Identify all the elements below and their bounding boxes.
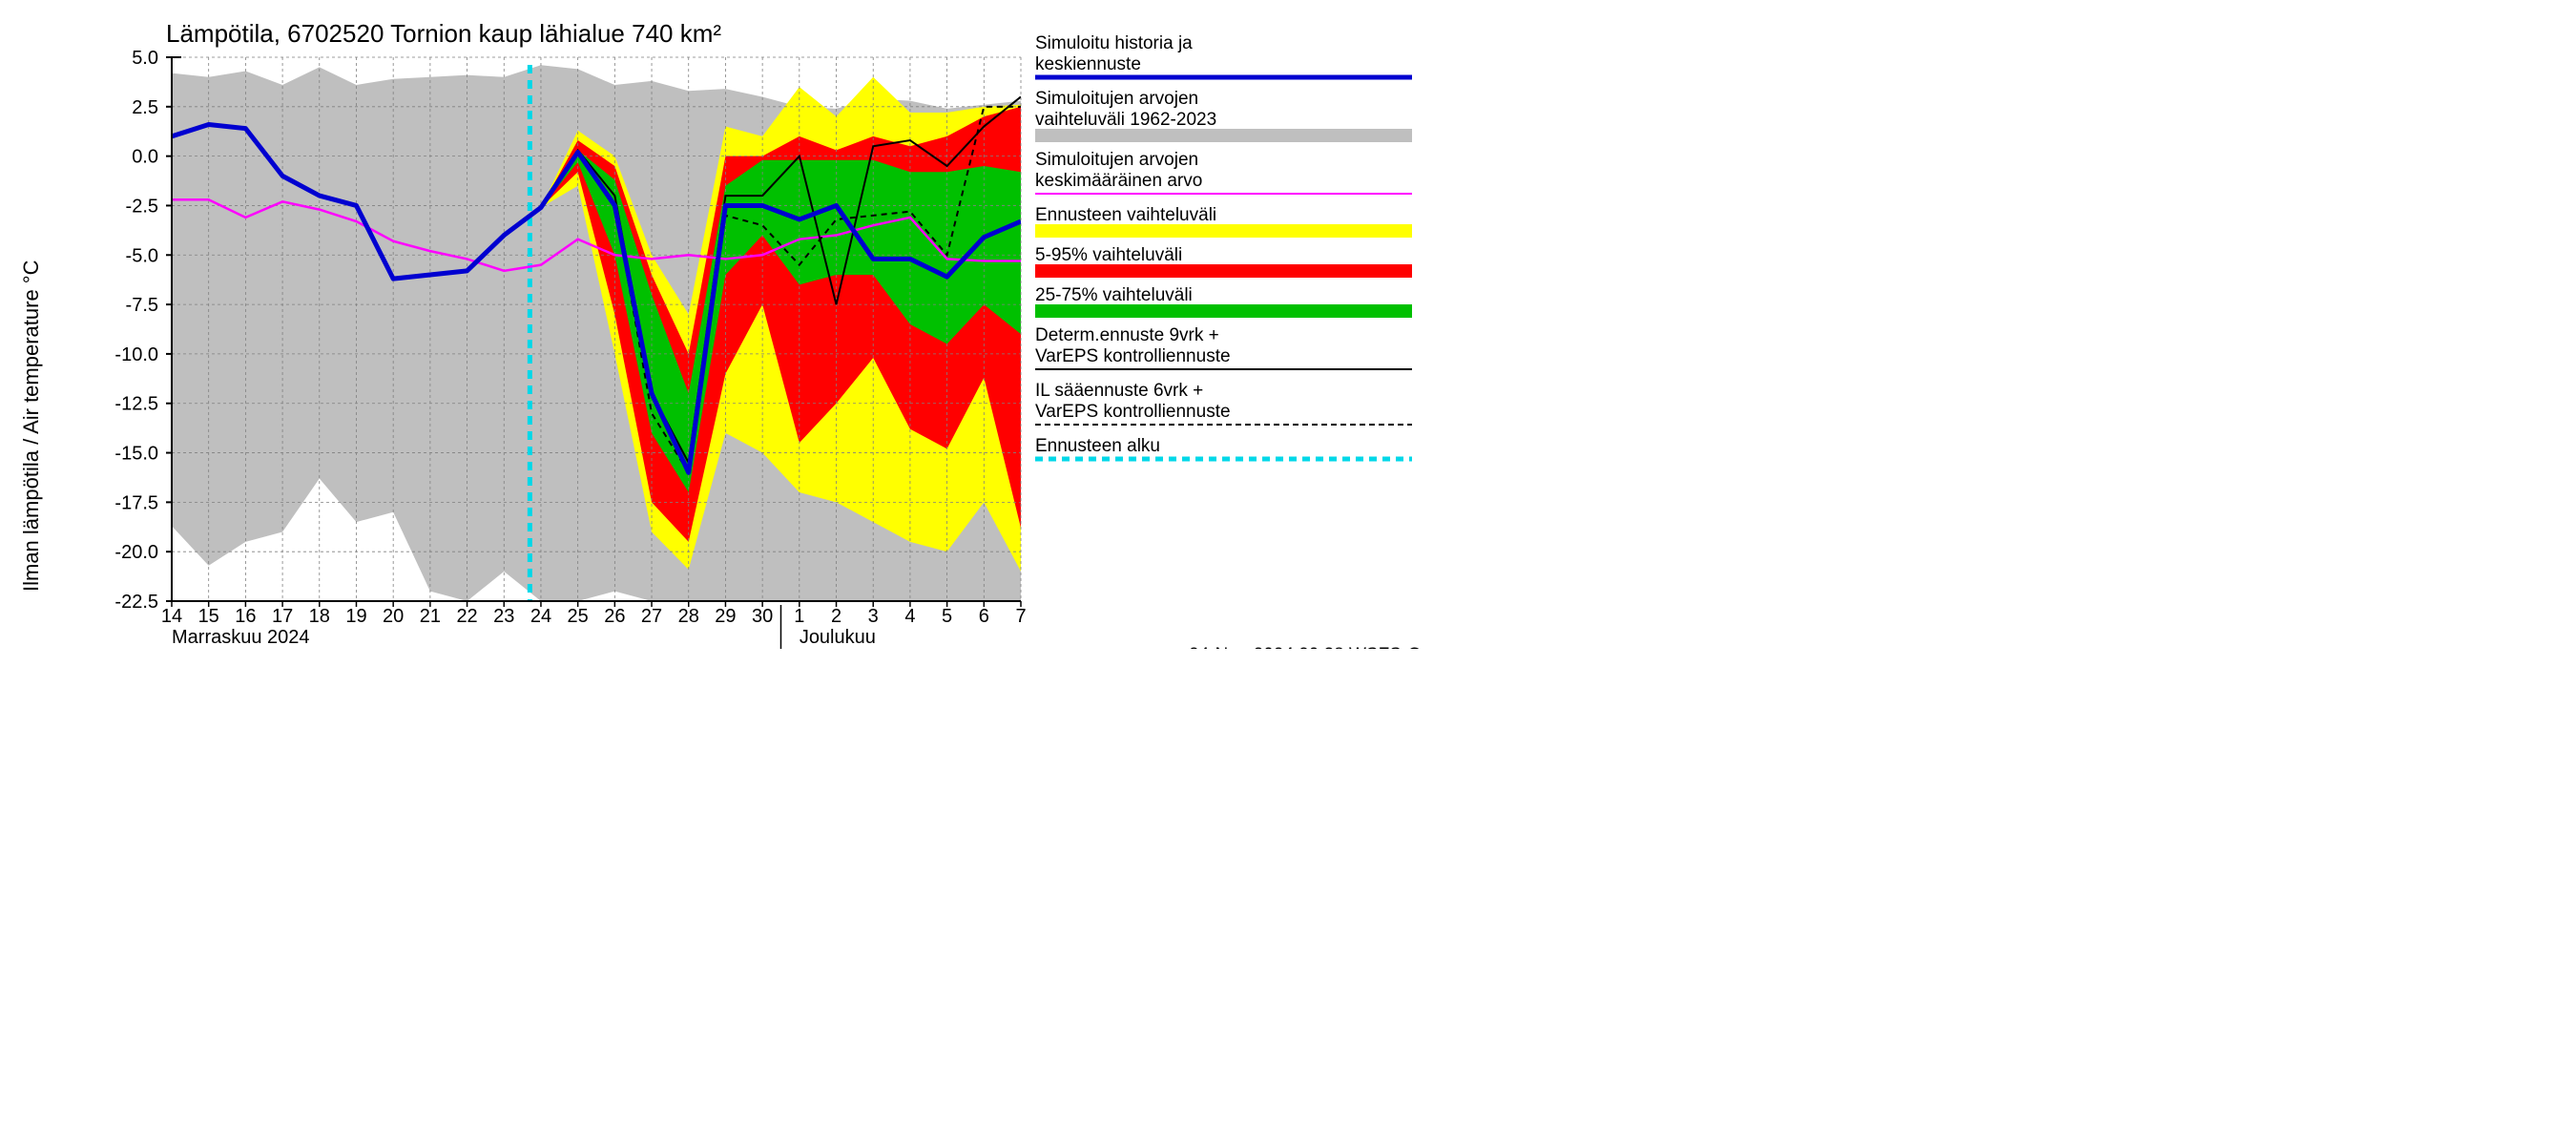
legend-label: 5-95% vaihteluväli [1035, 245, 1182, 265]
y-tick-label: -10.0 [114, 344, 158, 365]
x-tick-label: 5 [942, 606, 952, 627]
legend-label: 25-75% vaihteluväli [1035, 285, 1193, 305]
legend-label: Ennusteen vaihteluväli [1035, 205, 1216, 225]
x-tick-label: 1 [794, 606, 804, 627]
legend-swatch [1035, 304, 1412, 318]
x-tick-label: 26 [604, 606, 625, 627]
legend-swatch [1035, 129, 1412, 142]
y-tick-label: 2.5 [132, 97, 158, 118]
legend-label: IL sääennuste 6vrk + [1035, 381, 1203, 401]
x-tick-label: 18 [309, 606, 330, 627]
x-tick-label: 28 [678, 606, 699, 627]
x-tick-label: 14 [161, 606, 182, 627]
x-tick-label: 22 [456, 606, 477, 627]
y-tick-label: -22.5 [114, 592, 158, 613]
y-tick-label: 5.0 [132, 48, 158, 69]
x-tick-label: 3 [868, 606, 879, 627]
legend-swatch [1035, 224, 1412, 238]
x-tick-label: 7 [1015, 606, 1026, 627]
y-tick-label: 0.0 [132, 147, 158, 168]
x-month-fi: Joulukuu [800, 627, 876, 648]
legend-label: vaihteluväli 1962-2023 [1035, 110, 1216, 130]
x-month-en: November [172, 648, 260, 649]
legend-swatch [1035, 264, 1412, 278]
y-tick-label: -15.0 [114, 444, 158, 465]
legend-label: Simuloitujen arvojen [1035, 89, 1198, 109]
legend-label: VarEPS kontrolliennuste [1035, 402, 1231, 422]
x-tick-label: 29 [715, 606, 736, 627]
legend-label: keskiennuste [1035, 54, 1141, 74]
y-tick-label: -17.5 [114, 492, 158, 513]
x-tick-label: 17 [272, 606, 293, 627]
x-tick-label: 20 [383, 606, 404, 627]
x-tick-label: 19 [345, 606, 366, 627]
y-axis-title: Ilman lämpötila / Air temperature °C [19, 260, 43, 592]
x-month-en: December [800, 648, 888, 649]
x-tick-label: 30 [752, 606, 773, 627]
legend-label: Simuloitujen arvojen [1035, 150, 1198, 170]
x-tick-label: 23 [493, 606, 514, 627]
x-tick-label: 24 [530, 606, 551, 627]
legend-label: VarEPS kontrolliennuste [1035, 346, 1231, 366]
x-tick-label: 27 [641, 606, 662, 627]
y-tick-label: -2.5 [126, 196, 158, 217]
legend-label: keskimääräinen arvo [1035, 171, 1202, 191]
x-tick-label: 4 [904, 606, 915, 627]
x-tick-label: 6 [979, 606, 989, 627]
y-tick-label: -5.0 [126, 245, 158, 266]
y-tick-label: -12.5 [114, 394, 158, 415]
x-tick-label: 15 [198, 606, 219, 627]
x-month-fi: Marraskuu 2024 [172, 627, 310, 648]
x-tick-label: 2 [831, 606, 841, 627]
x-tick-label: 25 [568, 606, 589, 627]
legend-label: Ennusteen alku [1035, 436, 1160, 456]
y-tick-label: -7.5 [126, 295, 158, 316]
chart-title: Lämpötila, 6702520 Tornion kaup lähialue… [166, 19, 721, 48]
x-tick-label: 16 [235, 606, 256, 627]
legend-label: Simuloitu historia ja [1035, 33, 1193, 53]
y-tick-label: -20.0 [114, 542, 158, 563]
legend-label: Determ.ennuste 9vrk + [1035, 325, 1219, 345]
footer-timestamp: 24-Nov-2024 20:38 WSFS-O [1189, 645, 1422, 649]
x-tick-label: 21 [420, 606, 441, 627]
